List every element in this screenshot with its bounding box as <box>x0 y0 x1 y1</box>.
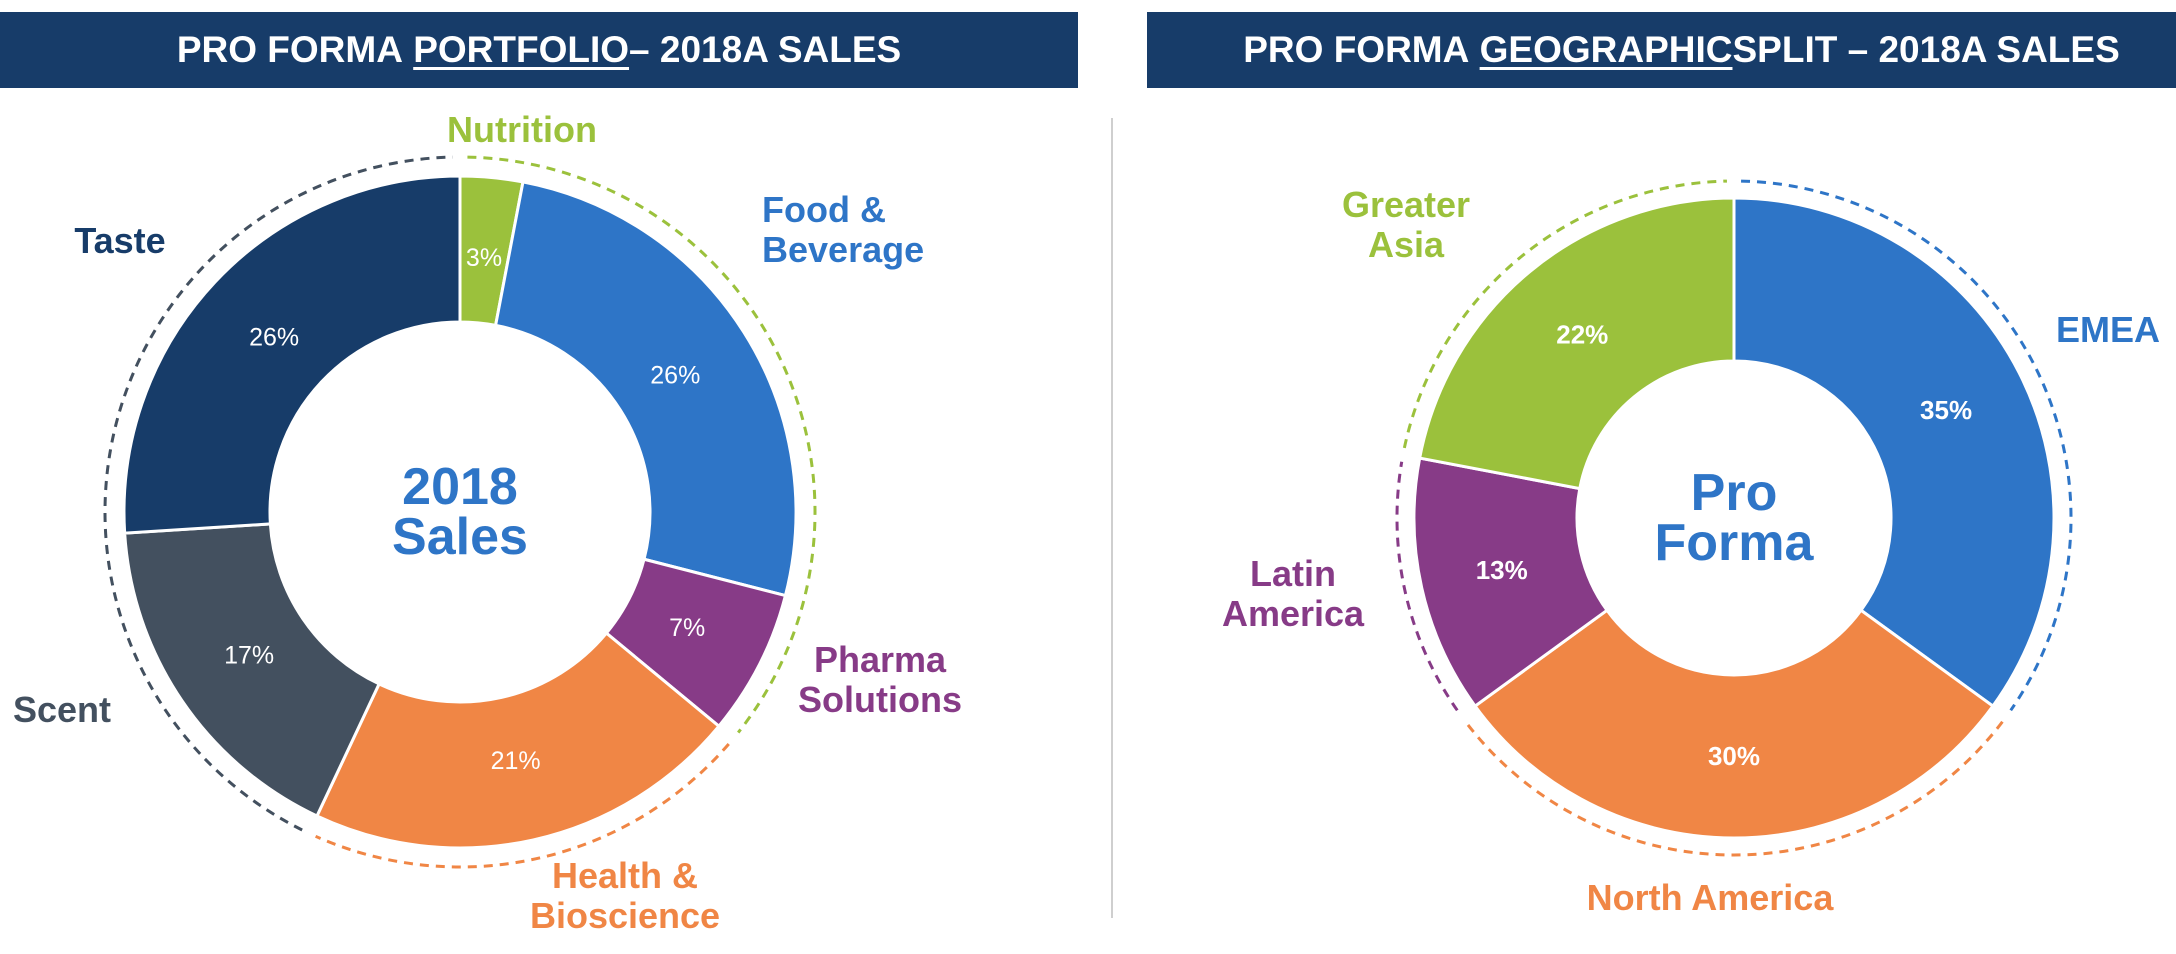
category-label-line: Scent <box>13 689 111 730</box>
value-label-emea: 35% <box>1920 395 1972 425</box>
panel-divider <box>1111 118 1113 918</box>
value-label-latin-america: 13% <box>1476 555 1528 585</box>
slice-scent <box>123 522 382 819</box>
category-label-scent: Scent <box>13 689 111 730</box>
category-label-nutrition: Nutrition <box>447 109 597 150</box>
category-label-line: Greater <box>1342 184 1470 225</box>
value-label-taste: 26% <box>249 323 299 351</box>
slice-greater-asia <box>1417 196 1736 491</box>
category-label-greater-asia: Greater Asia <box>1342 184 1470 265</box>
value-label-scent: 17% <box>224 641 274 669</box>
category-label-line: North America <box>1587 877 1835 918</box>
value-label-greater-asia: 22% <box>1556 320 1608 350</box>
header-underlined-word: GEOGRAPHIC <box>1479 29 1733 70</box>
slice-latin-america <box>1412 456 1610 709</box>
center-label-line: 2018 <box>402 458 518 516</box>
category-label-pharma-solutions: Pharma Solutions <box>798 639 962 720</box>
dashed-group-arc <box>1402 179 1727 449</box>
header-prefix: PRO FORMA <box>176 29 403 70</box>
value-label-pharma-solutions: 7% <box>669 614 705 642</box>
header-suffix: SPLIT – 2018A SALES <box>1732 29 2120 70</box>
category-label-line: America <box>1222 593 1365 634</box>
portfolio-header: PRO FORMA PORTFOLIO – 2018A SALES <box>0 12 1078 88</box>
dashed-group-arc <box>1395 461 1459 712</box>
category-label-line: Taste <box>74 220 165 261</box>
slice-emea <box>1732 196 2056 709</box>
category-label-line: Nutrition <box>447 109 597 150</box>
category-label-food-and-beverage: Food & Beverage <box>762 189 924 270</box>
category-label-line: Asia <box>1368 224 1445 265</box>
center-label-line: Pro <box>1691 464 1778 522</box>
category-label-line: Beverage <box>762 229 924 270</box>
slice-taste <box>122 174 462 535</box>
category-label-latin-america: Latin America <box>1222 553 1365 634</box>
value-label-north-america: 30% <box>1708 741 1760 771</box>
value-label-nutrition: 3% <box>466 244 502 272</box>
category-label-line: Pharma <box>814 639 947 680</box>
category-label-line: Health & <box>552 855 698 896</box>
value-label-health-and-bioscience: 21% <box>491 747 541 775</box>
header-suffix: – 2018A SALES <box>629 29 902 70</box>
center-label-line: Forma <box>1655 514 1815 572</box>
category-label-taste: Taste <box>74 220 165 261</box>
dashed-group-arc <box>314 742 730 869</box>
center-label-line: Sales <box>392 508 528 566</box>
slice-north-america <box>1473 608 1995 840</box>
slice-food-and-beverage <box>493 180 798 598</box>
category-label-north-america: North America <box>1587 877 1835 918</box>
value-label-food-and-beverage: 26% <box>650 361 700 389</box>
geographic-header: PRO FORMA GEOGRAPHIC SPLIT – 2018A SALES <box>1147 12 2176 88</box>
portfolio-donut-chart: 3% Nutrition 26% Food & Beverage 7% Pharma Solu… <box>13 109 962 936</box>
category-label-line: Solutions <box>798 679 962 720</box>
geographic-donut-chart: 35% EMEA 30% North America 13% Latin America 22… <box>1222 179 2160 918</box>
category-label-line: Latin <box>1250 553 1336 594</box>
dashed-group-arc <box>1741 179 2073 712</box>
category-label-health-and-bioscience: Health & Bioscience <box>530 855 720 936</box>
header-prefix: PRO FORMA <box>1243 29 1470 70</box>
header-underlined-word: PORTFOLIO <box>413 29 630 70</box>
category-label-emea: EMEA <box>2056 309 2160 350</box>
slice-health-and-bioscience <box>314 630 722 850</box>
category-label-line: EMEA <box>2056 309 2160 350</box>
dashed-group-arc <box>1464 720 2004 857</box>
category-label-line: Bioscience <box>530 895 720 936</box>
dashed-group-arc <box>103 155 453 832</box>
category-label-line: Food & <box>762 189 886 230</box>
